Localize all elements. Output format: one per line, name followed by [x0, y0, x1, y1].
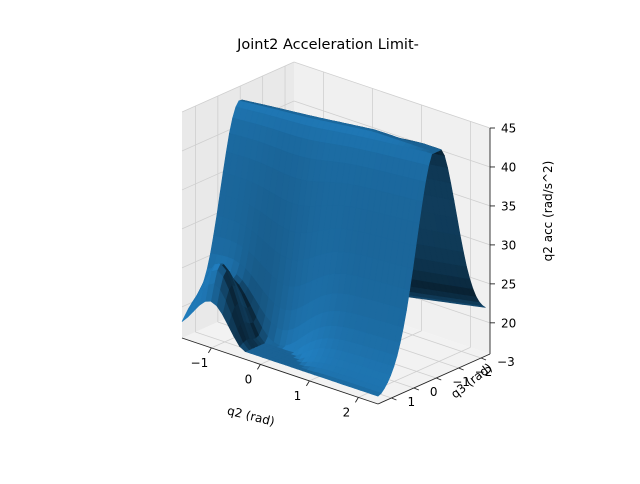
surface-patch [181, 308, 192, 322]
z-axis-label: q2 acc (rad/s^2) [541, 161, 555, 262]
x-axis-label: q2 (rad) [226, 403, 276, 428]
y-tick-label: −1 [452, 375, 470, 389]
z-tick-label: 35 [501, 199, 516, 213]
y-tick-mark [458, 367, 464, 371]
y-tick-label: −2 [475, 365, 493, 379]
x-tick-label: −1 [191, 356, 209, 370]
x-tick-mark [306, 380, 310, 387]
x-tick-label: 0 [245, 372, 253, 386]
x-tick-mark [208, 347, 212, 354]
axis-lines [181, 128, 491, 405]
grid-line-z-back [293, 100, 491, 168]
z-tick-label: 45 [501, 122, 516, 136]
tick-labels: −1 0 1 2 1 0 −1 −2 −3 20 25 30 35 40 45 [191, 122, 517, 420]
z-tick-label: 25 [501, 277, 516, 291]
z-tick-label: 20 [501, 316, 516, 330]
x-tick-label: 2 [343, 405, 351, 419]
y-tick-label: 1 [407, 395, 415, 409]
y-tick-mark [413, 387, 420, 391]
x-tick-mark [355, 397, 359, 403]
x-tick-label: 1 [294, 389, 302, 403]
grid-line-z-back [293, 61, 491, 129]
y-tick-label: 0 [430, 385, 438, 399]
z-tick-label: 40 [501, 160, 516, 174]
surface-plot [181, 99, 486, 397]
grid-line-z-left [181, 61, 295, 113]
y-tick-label: −3 [497, 355, 515, 369]
y-tick-mark [480, 357, 487, 361]
x-axis-line [181, 337, 379, 405]
y-tick-mark [391, 397, 397, 401]
chart-title: Joint2 Acceleration Limit- [236, 37, 419, 53]
x-tick-mark [257, 364, 261, 370]
z-tick-label: 30 [501, 238, 516, 252]
y-tick-mark [436, 377, 442, 381]
y-axis-line [377, 353, 491, 405]
